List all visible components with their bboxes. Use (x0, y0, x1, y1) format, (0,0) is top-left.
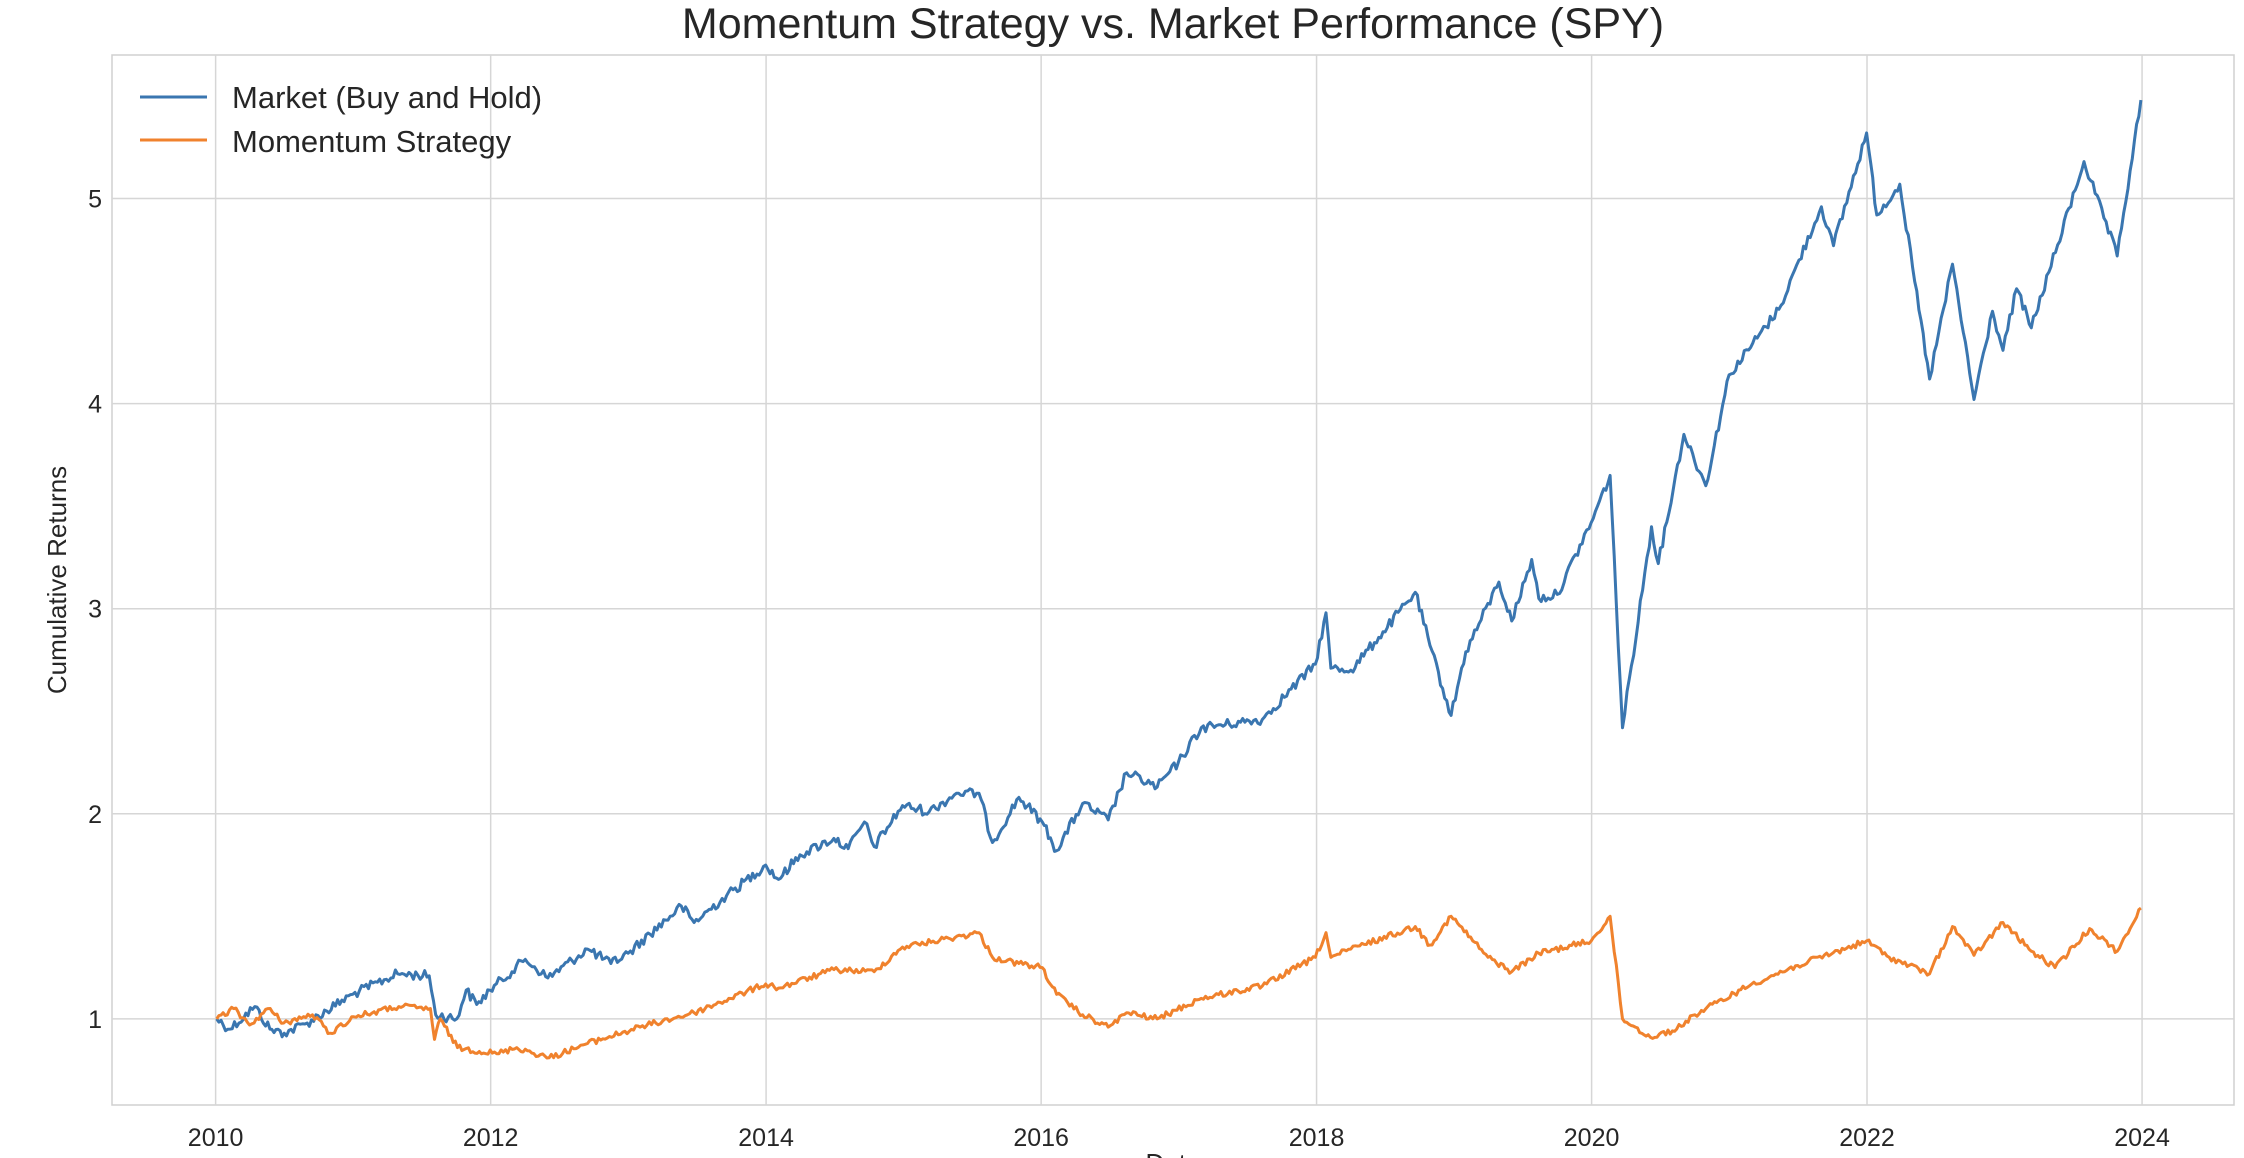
series-line-momentum (215, 906, 2142, 1060)
plot-area (111, 54, 2235, 1106)
y-axis-label: Cumulative Returns (42, 466, 72, 694)
legend-label-momentum: Momentum Strategy (232, 124, 512, 159)
grid (112, 55, 2234, 1105)
x-tick-label: 2014 (738, 1124, 794, 1152)
x-tick-label: 2010 (188, 1124, 244, 1152)
chart-title: Momentum Strategy vs. Market Performance… (682, 0, 1664, 48)
x-axis-ticks: 2010 2012 2014 2016 2018 2020 2022 2024 (188, 1124, 2170, 1152)
y-tick-label: 4 (88, 391, 102, 419)
x-tick-label: 2024 (2114, 1124, 2170, 1152)
x-tick-label: 2020 (1564, 1124, 1620, 1152)
y-tick-label: 2 (88, 801, 102, 829)
x-axis-label: Date (1146, 1148, 1201, 1158)
x-tick-label: 2018 (1289, 1124, 1345, 1152)
x-tick-label: 2012 (463, 1124, 519, 1152)
legend-label-market: Market (Buy and Hold) (232, 80, 542, 115)
y-tick-label: 1 (88, 1006, 102, 1034)
y-tick-label: 3 (88, 596, 102, 624)
series-line-market (215, 99, 2143, 1039)
y-tick-label: 5 (88, 186, 102, 214)
y-axis-ticks: 1 2 3 4 5 (88, 186, 102, 1034)
x-tick-label: 2016 (1013, 1124, 1069, 1152)
series-layer (215, 99, 2143, 1060)
legend: Market (Buy and Hold) Momentum Strategy (140, 80, 542, 159)
x-tick-label: 2022 (1839, 1124, 1895, 1152)
